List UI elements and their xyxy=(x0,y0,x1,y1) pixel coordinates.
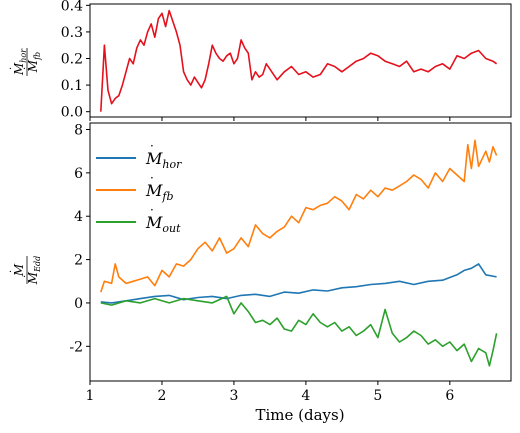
top-y-tick-label: 0.2 xyxy=(61,52,83,68)
bottom-y-tick-label: 0 xyxy=(74,296,83,312)
top-ylabel-num-sub: hor xyxy=(19,48,28,63)
top-axes-frame xyxy=(89,3,512,118)
bottom-axes-frame xyxy=(89,122,512,382)
bottom-y-tick-label: -2 xyxy=(69,339,83,355)
bottom-series-line-fb xyxy=(100,139,498,293)
bottom-y-tick-label: 2 xyxy=(74,253,83,269)
top-y-tick-label: 0.0 xyxy=(61,105,83,121)
top-ylabel-den-sub: fb xyxy=(33,52,42,61)
top-y-tick-label: 0.3 xyxy=(61,25,83,41)
svg-text:·: · xyxy=(20,67,31,70)
bottom-x-tick-label: 6 xyxy=(445,388,454,404)
svg-text:Mhor: Mhor xyxy=(12,48,28,76)
top-ylabel-num: M xyxy=(12,62,26,76)
legend-dot-out: · xyxy=(150,203,154,217)
x-axis-label: Time (days) xyxy=(255,406,344,424)
bottom-x-tick-label: 1 xyxy=(86,388,95,404)
bottom-x-tick-label: 2 xyxy=(158,388,167,404)
bottom-x-tick-label: 4 xyxy=(301,388,310,404)
bottom-y-axis-label: M MEdd · · xyxy=(6,256,42,285)
legend-label-hor: Mhor xyxy=(145,149,182,171)
bottom-plot-area xyxy=(100,139,498,367)
bottom-series-line-out xyxy=(100,295,498,367)
bottom-x-tick-label: 3 xyxy=(229,388,238,404)
legend-dot-fb: · xyxy=(150,171,154,185)
bottom-x-ticks: 1 2 3 4 5 6 xyxy=(86,381,454,404)
svg-text:M: M xyxy=(12,263,26,277)
svg-text:MEdd: MEdd xyxy=(26,256,42,285)
bottom-y-tick-label: 8 xyxy=(74,123,83,139)
svg-text:·: · xyxy=(20,275,31,278)
bottom-y-ticks: -2 0 2 4 6 8 xyxy=(69,123,90,355)
bottom-ylabel-den-sub: Edd xyxy=(33,256,42,273)
top-y-ticks: 0.0 0.1 0.2 0.3 0.4 xyxy=(61,0,90,121)
legend: Mhor·Mfb·Mout· xyxy=(96,139,182,235)
top-y-tick-label: 0.4 xyxy=(61,0,83,14)
legend-dot-hor: · xyxy=(150,139,154,153)
bottom-y-tick-label: 4 xyxy=(74,209,83,225)
svg-text:Mfb: Mfb xyxy=(26,52,42,73)
bottom-y-tick-label: 6 xyxy=(74,166,83,182)
bottom-x-tick-label: 5 xyxy=(373,388,382,404)
top-x-ticks xyxy=(89,117,451,121)
top-plot-area xyxy=(100,9,498,112)
svg-text:·: · xyxy=(6,270,17,273)
top-y-tick-label: 0.1 xyxy=(61,78,83,94)
bottom-ylabel-num: M xyxy=(12,263,26,277)
bottom-series-line-hor xyxy=(100,263,497,304)
top-ylabel-den: M xyxy=(26,59,40,73)
legend-label-out: Mout xyxy=(145,213,181,235)
top-panel: 0.0 0.1 0.2 0.3 0.4 Mhor Mfb · · xyxy=(6,0,512,121)
top-y-axis-label: Mhor Mfb · · xyxy=(6,48,42,76)
bottom-ylabel-den: M xyxy=(26,271,40,285)
svg-text:·: · xyxy=(6,67,17,70)
top-series-line-0 xyxy=(100,9,498,112)
legend-label-fb: Mfb xyxy=(145,181,174,203)
